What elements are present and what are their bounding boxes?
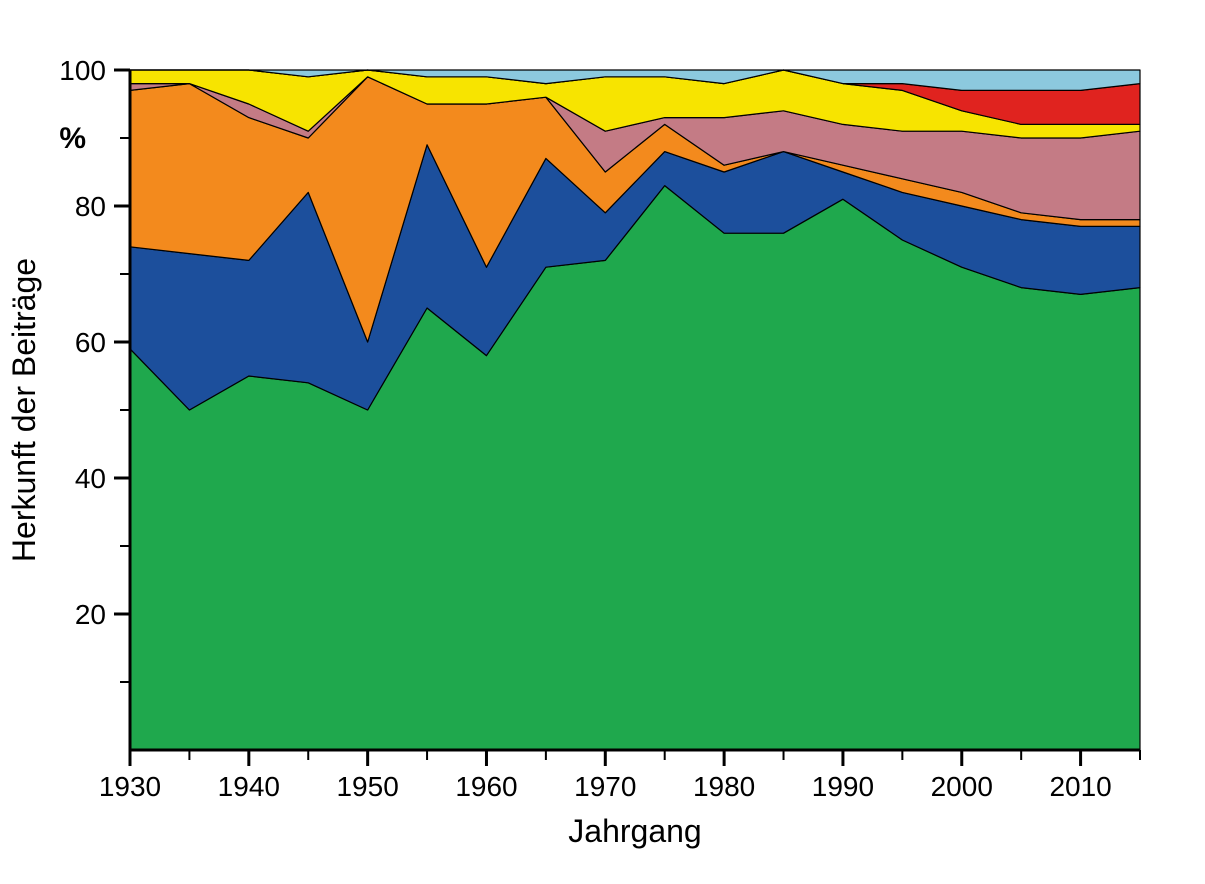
x-tick-label: 1980 — [693, 771, 755, 802]
percent-label: % — [59, 122, 86, 155]
chart-svg: 1930 1940 1950 1960 1970 1980 1990 2000 2010 20 40… — [0, 0, 1205, 884]
stacked-area-chart: 1930 1940 1950 1960 1970 1980 1990 2000 2010 20 40… — [0, 0, 1205, 884]
x-tick-label: 2000 — [931, 771, 993, 802]
x-tick-label: 1990 — [812, 771, 874, 802]
x-tick-label: 2010 — [1049, 771, 1111, 802]
x-tick-label: 1930 — [99, 771, 161, 802]
x-tick-label: 1970 — [574, 771, 636, 802]
x-tick-label: 1950 — [336, 771, 398, 802]
x-axis-label: Jahrgang — [568, 813, 701, 849]
y-tick-label: 60 — [75, 327, 106, 358]
y-tick-label: 20 — [75, 599, 106, 630]
y-tick-label: 100 — [59, 55, 106, 86]
y-tick-label: 80 — [75, 191, 106, 222]
x-tick-label: 1940 — [218, 771, 280, 802]
y-axis-label: Herkunft der Beiträge — [6, 258, 42, 562]
x-tick-label: 1960 — [455, 771, 517, 802]
y-tick-label: 40 — [75, 463, 106, 494]
